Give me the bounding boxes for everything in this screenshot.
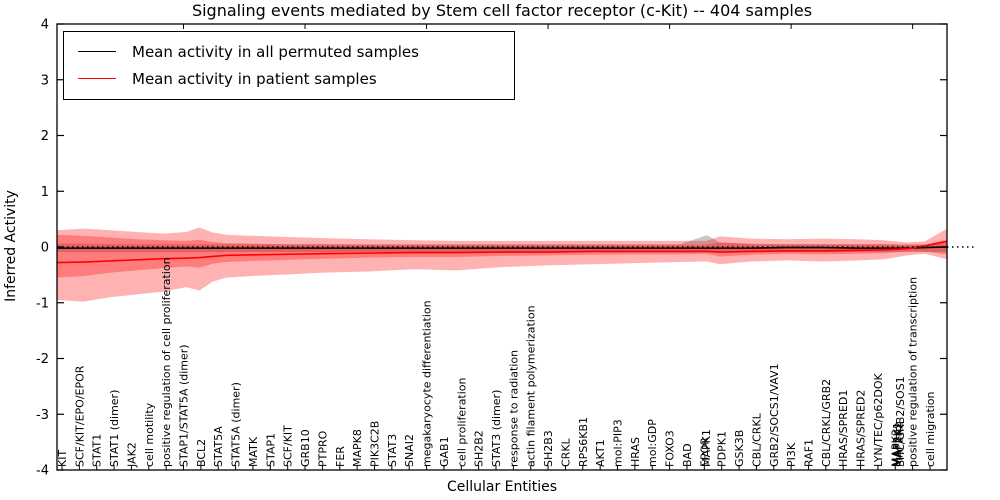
y-tick-label: 4 — [41, 18, 49, 33]
x-tick-label: CBL/CRKL — [750, 412, 763, 467]
x-tick-label: SHC/GRB2/SOS1 — [894, 376, 907, 467]
x-tick-label: response to radiation — [507, 350, 520, 467]
x-tick-label: FOXO3 — [664, 430, 677, 467]
x-tick-label: MATK — [247, 436, 260, 467]
x-tick-label: SCF/KIT — [282, 425, 295, 467]
y-tick-label: 1 — [41, 185, 49, 200]
y-tick-label: -3 — [36, 408, 49, 423]
x-tick-label: LYN/TEC/p62DOK — [872, 373, 885, 467]
x-tick-label: PTPRO — [316, 430, 329, 467]
legend-line-swatch-black — [78, 51, 116, 52]
x-tick-label: FER — [334, 446, 347, 467]
x-tick-label: MAP2K1 — [891, 422, 904, 467]
x-axis-label: Cellular Entities — [446, 479, 558, 495]
x-tick-label: SCF/KIT/EPO/EPOR — [73, 365, 86, 467]
x-tick-label: CBL/CRKL/GRB2 — [820, 379, 833, 467]
x-tick-label: AKT1 — [594, 439, 607, 467]
x-tick-label: megakaryocyte differentiation — [421, 300, 434, 467]
legend-label: Mean activity in patient samples — [132, 69, 377, 88]
y-tick-label: 0 — [41, 241, 49, 256]
y-tick-label: 2 — [41, 129, 49, 144]
mean-line — [56, 240, 948, 264]
x-tick-label: positive regulation of cell proliferatio… — [160, 257, 173, 467]
y-tick-label: -4 — [36, 464, 49, 479]
x-tick-label: STAT5A (dimer) — [230, 382, 243, 467]
x-tick-label: actin filament polymerization — [525, 305, 538, 467]
x-tick-label: PI3K — [785, 442, 798, 467]
x-tick-label: SH2B2 — [473, 430, 486, 467]
y-tick-label: -2 — [36, 352, 49, 367]
x-tick-label: BAD — [681, 443, 694, 467]
x-tick-label: CRKL — [559, 437, 572, 467]
chart-title: Signaling events mediated by Stem cell f… — [191, 1, 813, 20]
x-tick-label: PDPK1 — [716, 431, 729, 467]
x-tick-label: GSK3B — [733, 430, 746, 467]
x-tick-label: GRB10 — [299, 429, 312, 467]
y-tick-label: 3 — [41, 73, 49, 88]
y-axis-label: Inferred Activity — [3, 190, 19, 302]
x-tick-label: GAB1 — [438, 436, 451, 467]
x-tick-label: SH2B3 — [542, 430, 555, 467]
x-tick-label: positive regulation of transcription — [907, 277, 920, 467]
x-tick-label: GRB2/SOCS1/VAV1 — [768, 363, 781, 467]
x-tick-label: HRAS/SPRED1 — [837, 390, 850, 467]
x-tick-label: STAP1/STAT5A (dimer) — [178, 344, 191, 467]
y-tick-label: -1 — [36, 296, 49, 311]
confidence-band — [57, 234, 947, 278]
legend-label: Mean activity in all permuted samples — [132, 42, 419, 61]
x-tick-label: cell proliferation — [455, 377, 468, 467]
x-tick-label: MAPK1 — [700, 429, 713, 467]
x-tick-label: cell motility — [143, 402, 156, 467]
x-tick-label: PIK3C2B — [368, 421, 381, 467]
x-tick-label: HRAS — [629, 437, 642, 467]
legend-item: Mean activity in patient samples — [74, 65, 504, 92]
x-tick-label: STAT1 — [91, 434, 104, 467]
confidence-band — [57, 227, 947, 302]
x-tick-label: KIT — [56, 450, 69, 467]
x-tick-label: STAT5A — [212, 426, 225, 467]
x-tick-label: MAPK3 — [889, 429, 902, 467]
x-tick-label: cell migration — [924, 391, 937, 467]
x-tick-label: mol:GDP — [646, 419, 659, 467]
x-tick-label: RPS6KB1 — [577, 417, 590, 467]
x-tick-label: JAK2 — [125, 442, 138, 468]
x-tick-label: MAP2K2 — [892, 422, 905, 467]
legend-line-swatch-red — [78, 78, 116, 79]
x-tick-label: SNAI2 — [403, 434, 416, 467]
x-tick-label: STAP1 — [264, 433, 277, 467]
x-tick-label: STAT1 (dimer) — [108, 390, 121, 467]
x-tick-label: MAPK8 — [351, 429, 364, 467]
x-tick-label: HRAS/SPRED2 — [855, 390, 868, 467]
x-tick-label: EPOR — [698, 437, 711, 467]
x-tick-label: mol:PIP3 — [612, 419, 625, 467]
x-tick-label: RAF1 — [802, 439, 815, 467]
legend: Mean activity in all permuted samples Me… — [63, 31, 515, 100]
x-tick-label: STAT3 (dimer) — [490, 390, 503, 467]
x-tick-label: BCL2 — [195, 439, 208, 467]
x-tick-label: STAT3 — [386, 434, 399, 467]
legend-item: Mean activity in all permuted samples — [74, 38, 504, 65]
